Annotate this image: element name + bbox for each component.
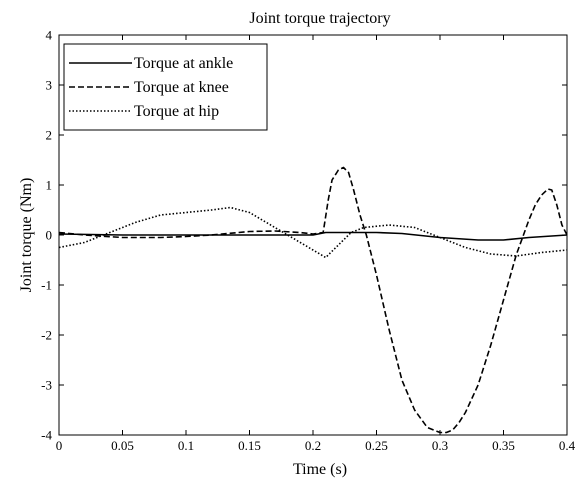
legend-label-3: Torque at hip xyxy=(134,103,219,120)
y-tick-label: -1 xyxy=(41,278,52,293)
x-tick-label: 0.1 xyxy=(178,438,194,453)
legend: Torque at ankle Torque at knee Torque at h… xyxy=(63,43,268,131)
y-tick-label: 0 xyxy=(46,228,53,243)
x-axis-title: Time (s) xyxy=(293,461,347,478)
y-tick-label: 3 xyxy=(46,78,53,93)
series-line-1 xyxy=(58,231,568,241)
series-line-3 xyxy=(58,206,568,259)
chart-title: Joint torque trajectory xyxy=(249,10,390,27)
x-tick-label: 0.3 xyxy=(432,438,448,453)
ticks-layer: 0 0.05 0.1 0.15 0.2 0.25 0.3 0.35 0.4 -4 -3 -2 -1 0 1 2… xyxy=(41,28,575,454)
legend-label-2: Torque at knee xyxy=(134,79,229,96)
y-axis-title: Joint torque (Nm) xyxy=(18,178,35,293)
y-tick-label: -3 xyxy=(41,378,52,393)
x-tick-label: 0.4 xyxy=(559,438,576,453)
series-layer xyxy=(58,166,568,434)
x-tick-label: 0.35 xyxy=(492,438,515,453)
y-tick-label: 2 xyxy=(46,128,53,143)
y-tick-label: 4 xyxy=(46,28,53,43)
y-tick-label: 1 xyxy=(46,178,53,193)
x-tick-label: 0.05 xyxy=(111,438,134,453)
x-tick-label: 0.15 xyxy=(238,438,261,453)
legend-label-1: Torque at ankle xyxy=(134,55,233,72)
y-tick-label: -2 xyxy=(41,328,52,343)
plot-frame xyxy=(58,34,568,436)
y-tick-label: -4 xyxy=(41,428,52,443)
x-tick-label: 0 xyxy=(56,438,63,453)
x-tick-label: 0.2 xyxy=(305,438,321,453)
series-line-2 xyxy=(58,166,568,434)
x-tick-label: 0.25 xyxy=(365,438,388,453)
